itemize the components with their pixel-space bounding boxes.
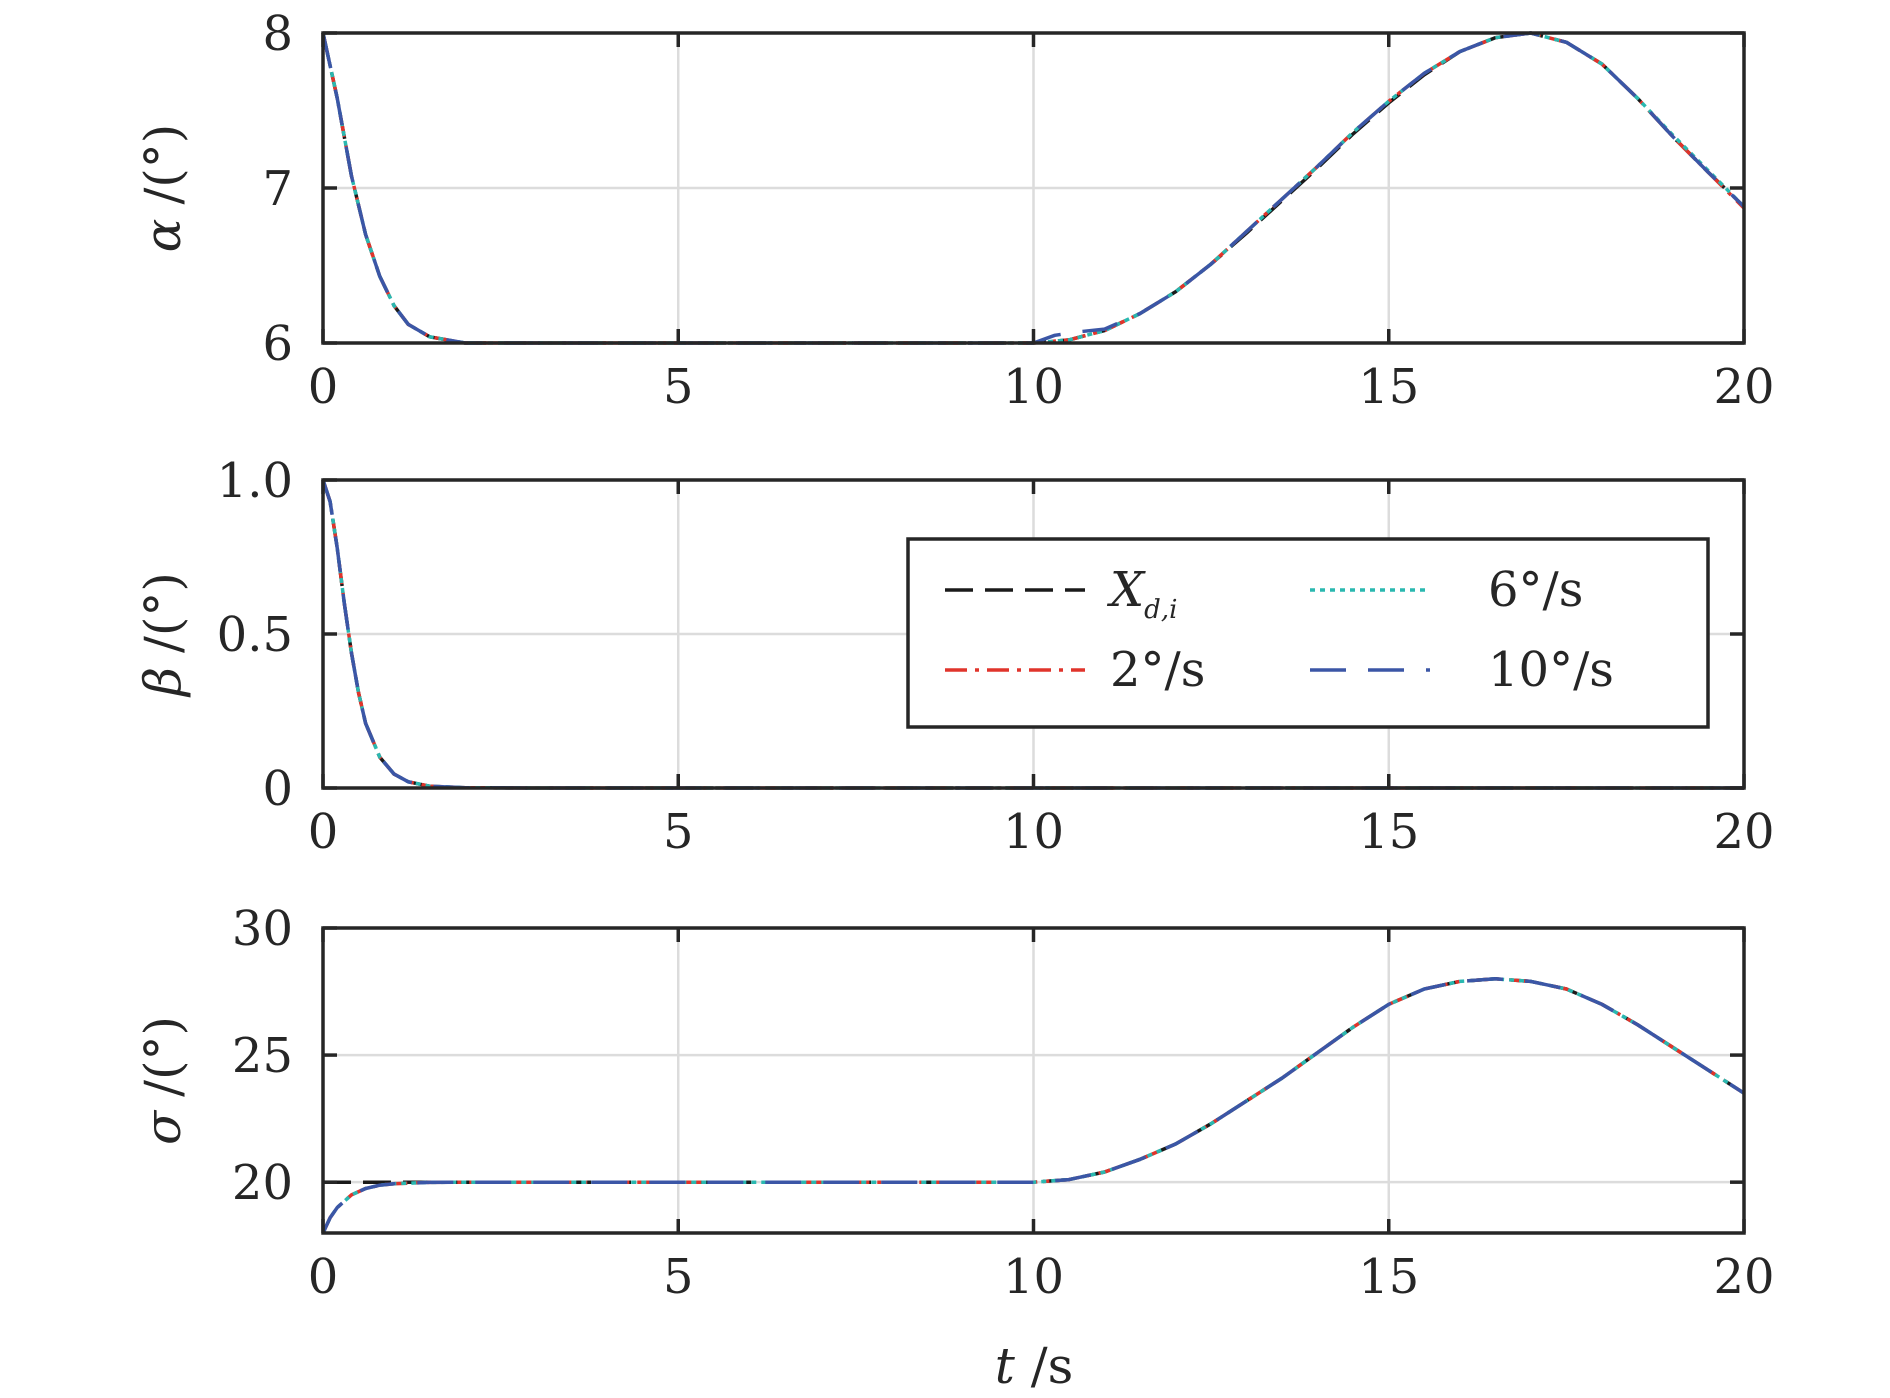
alpha-ticks: 0 5 10 15 20 6 7 8 [262,6,1774,415]
legend-label-xdi: Xd,i [1106,562,1177,625]
beta-panel: 0 5 10 15 20 0 0.5 1.0 β /(°) Xd,i 2°/s 6°/s 10°… [134,453,1775,860]
sigma-x-tick-label: 5 [663,1249,694,1305]
sigma-y-tick-label: 25 [232,1028,293,1084]
sigma-x-tick-label: 0 [308,1249,339,1305]
alpha-panel: 0 5 10 15 20 6 7 8 α /(°) [134,6,1775,415]
alpha-series-10deg [321,31,1746,345]
alpha-y-tick-label: 7 [262,161,293,217]
alpha-x-tick-label: 0 [308,359,339,415]
x-axis-label: t /s [995,1337,1074,1395]
alpha-grid [323,33,1744,343]
alpha-y-tick-label: 8 [262,6,293,62]
sigma-x-tick-label: 15 [1358,1249,1419,1305]
legend-label-10deg: 10°/s [1488,642,1614,698]
alpha-y-axis-label: α /(°) [134,124,192,253]
beta-x-tick-label: 20 [1713,804,1774,860]
beta-ticks: 0 5 10 15 20 0 0.5 1.0 [217,453,1775,860]
sigma-x-tick-label: 10 [1003,1249,1064,1305]
sigma-series-group [321,977,1745,1234]
legend-box [906,537,1710,729]
alpha-y-tick-label: 6 [262,316,293,372]
sigma-ticks: 0 5 10 15 20 20 25 30 [232,901,1775,1305]
sigma-y-axis-symbol: σ [134,1109,192,1145]
legend-label-6deg: 6°/s [1488,562,1583,618]
sigma-series-6deg [321,977,1745,1234]
sigma-panel: 0 5 10 15 20 20 25 30 σ /(°) t /s [134,901,1775,1395]
beta-y-tick-label: 1.0 [217,453,293,509]
alpha-y-axis-symbol: α [134,219,192,253]
legend: Xd,i 2°/s 6°/s 10°/s [906,537,1710,729]
alpha-x-tick-label: 10 [1003,359,1064,415]
sigma-y-axis-unit: /(°) [134,1016,192,1097]
beta-y-tick-label: 0 [262,761,293,817]
legend-label-2deg: 2°/s [1110,642,1205,698]
alpha-x-tick-label: 15 [1358,359,1419,415]
sigma-series-10deg [321,977,1745,1234]
beta-y-axis-label: β /(°) [134,572,192,698]
sigma-y-tick-label: 30 [232,901,293,957]
alpha-x-tick-label: 5 [663,359,694,415]
beta-x-tick-label: 15 [1358,804,1419,860]
alpha-x-tick-label: 20 [1713,359,1774,415]
sigma-series-2deg [321,977,1745,1234]
sigma-grid [323,928,1744,1233]
sigma-y-tick-label: 20 [232,1155,293,1211]
beta-y-axis-unit: /(°) [134,572,192,653]
sigma-y-axis-label: σ /(°) [134,1016,192,1145]
alpha-y-axis-unit: /(°) [134,124,192,205]
beta-x-tick-label: 5 [663,804,694,860]
sigma-x-tick-label: 20 [1713,1249,1774,1305]
beta-x-tick-label: 0 [308,804,339,860]
x-axis-symbol: t [995,1337,1016,1395]
beta-y-axis-symbol: β [134,667,192,698]
beta-x-tick-label: 10 [1003,804,1064,860]
alpha-series-group [321,31,1746,345]
x-axis-unit: /s [1015,1337,1073,1395]
beta-y-tick-label: 0.5 [217,607,293,663]
